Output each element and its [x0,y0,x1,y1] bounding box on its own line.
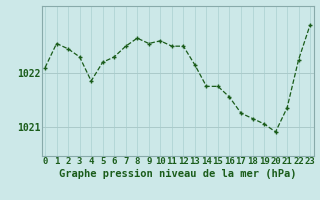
X-axis label: Graphe pression niveau de la mer (hPa): Graphe pression niveau de la mer (hPa) [59,169,296,179]
